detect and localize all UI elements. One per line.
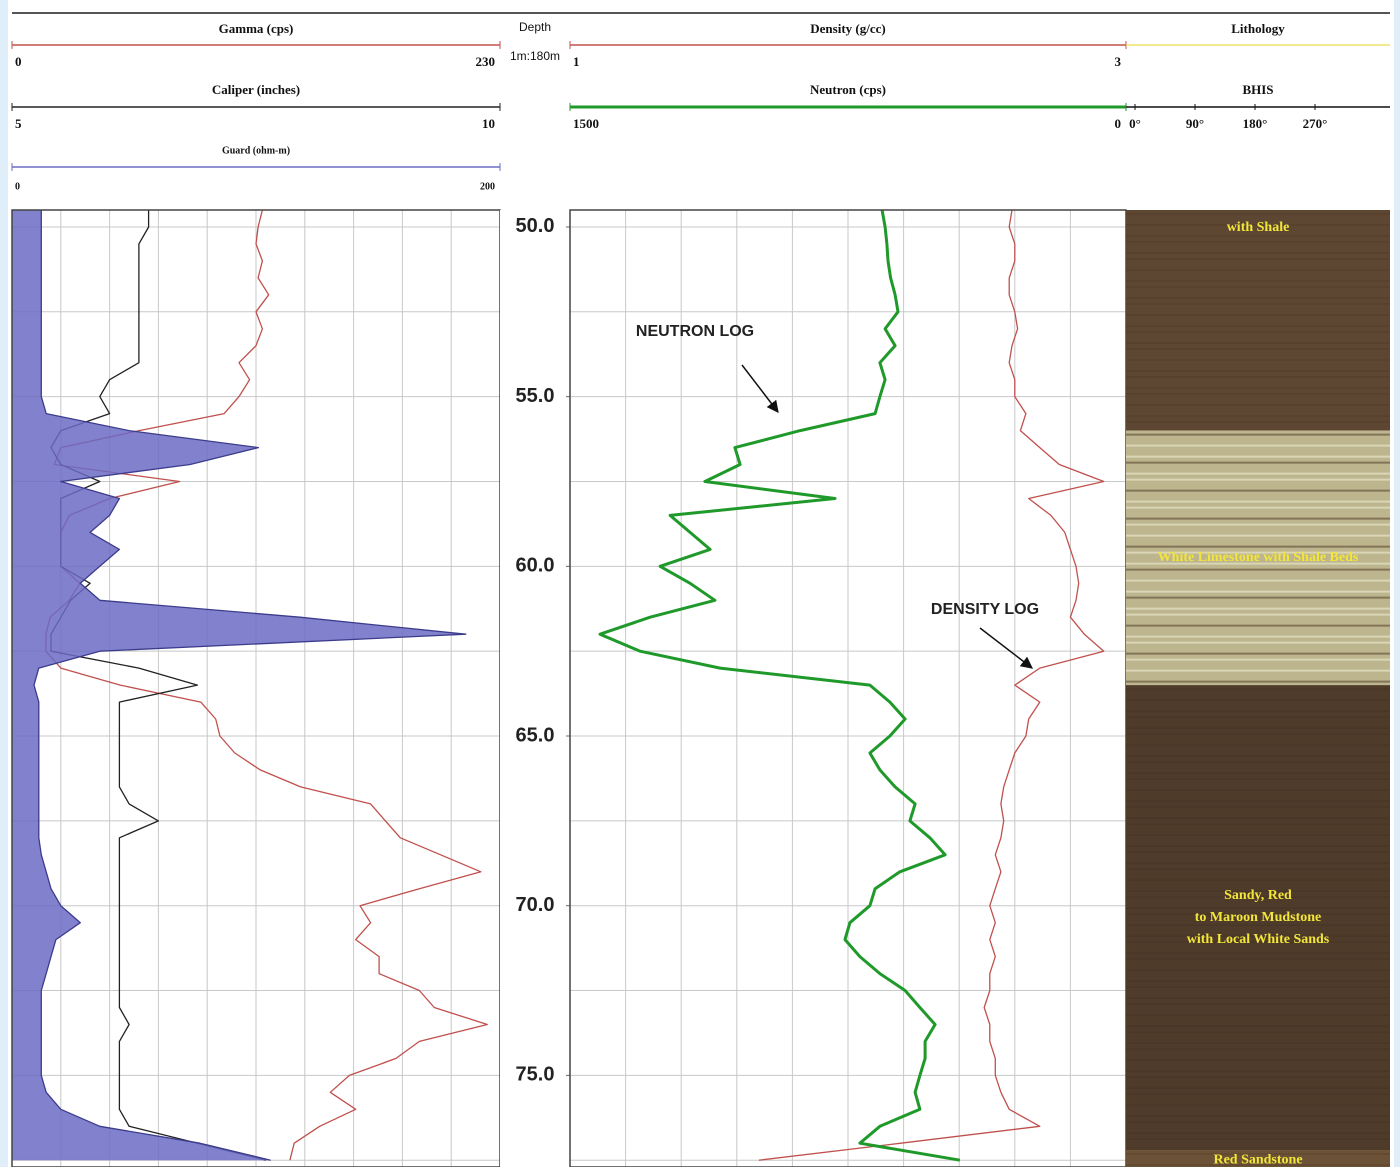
- bhis-label: 270°: [1303, 116, 1328, 131]
- lithology-label: with Local White Sands: [1187, 932, 1330, 947]
- lithology-label: White Limestone with Shale Beds: [1158, 550, 1359, 565]
- curve-title: Neutron (cps): [810, 82, 886, 97]
- annotation-arrow: [741, 364, 779, 413]
- scale-label: 1: [573, 54, 580, 69]
- scale-label: 3: [1115, 54, 1122, 69]
- depth-title: Depth: [519, 20, 551, 34]
- scale-label: 0: [15, 54, 22, 69]
- lithology-label: Sandy, Red: [1224, 888, 1292, 903]
- lithology-label: Red Sandstone: [1213, 1153, 1302, 1167]
- depth-label: 60.0: [516, 555, 555, 577]
- depth-label: 65.0: [516, 724, 555, 746]
- lithology-title: Lithology: [1231, 21, 1285, 36]
- annotation: NEUTRON LOG: [636, 323, 754, 340]
- curve-title: Caliper (inches): [212, 82, 300, 97]
- scale-label: 230: [476, 54, 496, 69]
- depth-label: 50.0: [516, 215, 555, 237]
- bhis-title: BHIS: [1242, 82, 1273, 97]
- curve-title: Gamma (cps): [219, 21, 294, 36]
- scale-label: 0: [1115, 116, 1122, 131]
- depth-label: 55.0: [516, 385, 555, 407]
- depth-label: 70.0: [516, 894, 555, 916]
- depth-label: 75.0: [516, 1064, 555, 1086]
- log-curve: [45, 209, 488, 1161]
- lithology-unit: [1126, 210, 1390, 431]
- lithology-unit: [1126, 685, 1390, 1151]
- scale-label: 5: [15, 116, 22, 131]
- lithology-unit: [1126, 1150, 1390, 1167]
- annotation-arrow: [979, 627, 1033, 669]
- log-curve: [33, 210, 467, 1161]
- scale-label: 200: [480, 181, 495, 192]
- curve-fill: [12, 210, 466, 1161]
- lithology-label: to Maroon Mudstone: [1195, 910, 1322, 925]
- log-curve: [758, 209, 1105, 1161]
- scale-label: 10: [482, 116, 495, 131]
- log-curve: [50, 210, 266, 1161]
- bhis-label: 0°: [1129, 116, 1141, 131]
- bhis-label: 180°: [1243, 116, 1268, 131]
- depth-scale: 1m:180m: [510, 49, 560, 63]
- annotation: DENSITY LOG: [931, 601, 1039, 618]
- curve-title: Guard (ohm-m): [222, 145, 290, 156]
- log-curve: [598, 209, 961, 1162]
- scale-label: 1500: [573, 116, 599, 131]
- depth-background: [500, 210, 570, 1167]
- curve-title: Density (g/cc): [810, 21, 885, 36]
- bhis-label: 90°: [1186, 116, 1204, 131]
- lithology-label: with Shale: [1227, 220, 1290, 235]
- scale-label: 0: [15, 181, 20, 192]
